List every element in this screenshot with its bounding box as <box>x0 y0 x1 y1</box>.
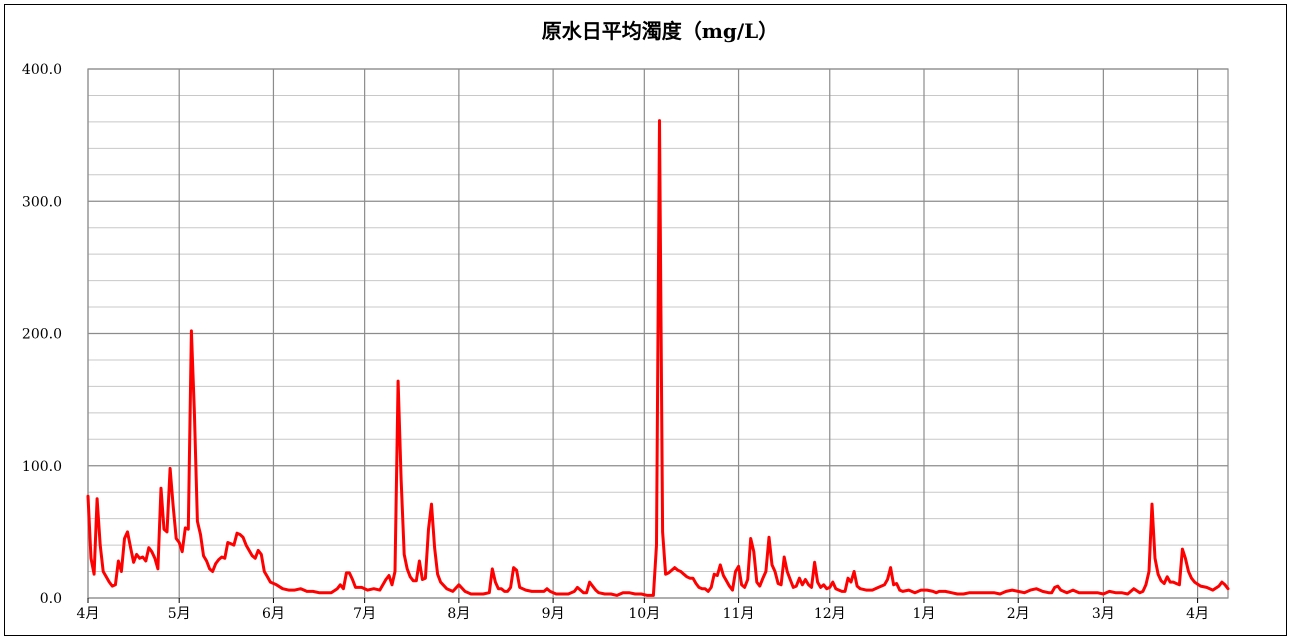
x-tick-label: 4月 <box>77 606 100 622</box>
x-tick-label: 7月 <box>353 606 376 622</box>
x-tick-label: 12月 <box>814 606 846 622</box>
x-tick-label: 3月 <box>1092 606 1115 622</box>
x-tick-label: 6月 <box>262 606 285 622</box>
turbidity-series-line <box>86 119 1230 597</box>
y-tick-label: 200.0 <box>22 327 62 343</box>
plot-area-border <box>87 68 1229 599</box>
x-tick-label: 10月 <box>628 606 660 622</box>
chart-frame <box>4 4 1287 636</box>
y-axis: 0.0 100.0 200.0 300.0 400.0 <box>22 62 62 607</box>
x-tick-label: 4月 <box>1186 606 1209 622</box>
chart-title: 原水日平均濁度（mg/L） <box>542 19 779 43</box>
x-axis: 4月 5月 6月 7月 8月 9月 10月 11月 12月 1月 2月 3月 4月 <box>77 598 1209 622</box>
x-tick-label: 1月 <box>913 606 936 622</box>
y-tick-label: 300.0 <box>22 194 62 210</box>
x-tick-label: 2月 <box>1007 606 1030 622</box>
x-tick-label: 11月 <box>723 606 755 622</box>
x-tick-label: 8月 <box>447 606 470 622</box>
x-tick-label: 9月 <box>542 606 565 622</box>
x-tick-label: 5月 <box>168 606 191 622</box>
y-tick-label: 400.0 <box>22 62 62 78</box>
y-tick-label: 0.0 <box>40 591 62 607</box>
y-tick-label: 100.0 <box>22 459 62 475</box>
plot-series <box>86 119 1230 597</box>
